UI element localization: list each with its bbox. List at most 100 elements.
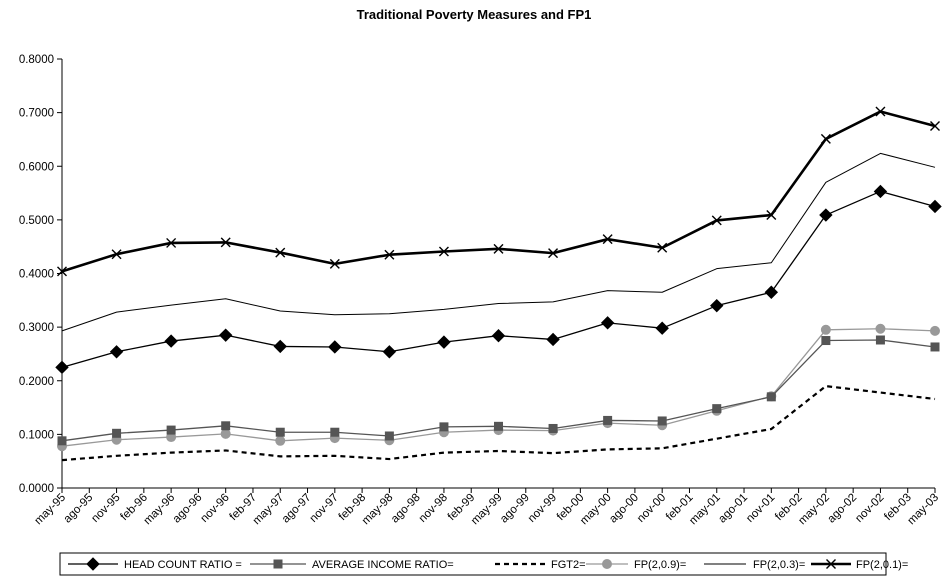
data-point — [712, 404, 722, 414]
x-tick-label: may-99 — [469, 492, 505, 528]
data-point — [275, 427, 285, 437]
x-tick-label: ago-95 — [62, 492, 96, 526]
x-tick-label: may-02 — [796, 492, 832, 528]
y-tick-label: 0.3000 — [19, 322, 54, 334]
data-point — [112, 428, 122, 438]
data-point — [928, 199, 942, 214]
x-tick-label: ago-97 — [280, 492, 314, 526]
x-tick-label: nov-99 — [526, 492, 559, 525]
data-point — [437, 335, 451, 349]
data-point — [766, 210, 777, 221]
data-point — [275, 435, 286, 446]
series-0 — [55, 184, 942, 375]
data-point — [439, 422, 449, 432]
data-point — [602, 234, 613, 245]
data-point — [930, 342, 940, 352]
x-tick-label: may-98 — [360, 492, 396, 528]
data-point — [384, 249, 395, 260]
legend-label: FP(2,0.3)= — [753, 559, 805, 571]
y-tick-label: 0.1000 — [19, 429, 54, 441]
y-tick-label: 0.4000 — [19, 269, 54, 281]
data-point — [166, 237, 177, 248]
legend-marker — [826, 559, 836, 569]
data-point — [491, 328, 506, 343]
data-point — [930, 121, 940, 132]
series-line-2 — [61, 385, 936, 462]
data-point — [820, 324, 831, 335]
x-tick-label: ago-99 — [498, 492, 532, 526]
series-3 — [57, 323, 940, 452]
series-4 — [61, 152, 936, 332]
legend-marker — [86, 557, 100, 571]
legend-item-0: HEAD COUNT RATIO = — [68, 557, 242, 571]
series-1 — [57, 335, 940, 446]
data-point — [273, 339, 287, 354]
data-point — [218, 328, 233, 342]
data-point — [657, 416, 667, 426]
y-tick-label: 0.0000 — [19, 483, 54, 495]
y-tick-label: 0.8000 — [19, 54, 54, 66]
data-point — [384, 431, 394, 441]
data-point — [109, 345, 124, 359]
x-tick-label: may-96 — [142, 492, 178, 528]
data-point — [873, 184, 888, 199]
y-tick-label: 0.5000 — [19, 215, 54, 227]
data-point — [220, 428, 231, 439]
legend-box — [59, 552, 887, 576]
data-point — [875, 106, 886, 117]
data-point — [875, 335, 885, 345]
x-tick-label: may-95 — [33, 492, 69, 528]
legend-label: FP(2,0.1)= — [856, 559, 908, 571]
data-point — [600, 316, 615, 330]
data-point — [548, 248, 559, 259]
x-tick-label: may-03 — [906, 492, 942, 528]
x-tick-label: nov-00 — [635, 492, 668, 525]
data-point — [55, 360, 69, 375]
data-point — [57, 436, 67, 446]
data-point — [275, 247, 286, 258]
x-tick-label: may-00 — [578, 492, 614, 528]
legend-item-1: AVERAGE INCOME RATIO= — [250, 559, 454, 571]
data-point — [166, 425, 176, 435]
legend-label: FGT2= — [551, 559, 586, 571]
data-point — [546, 332, 560, 347]
data-point — [493, 243, 504, 254]
data-point — [328, 340, 342, 354]
legend-label: HEAD COUNT RATIO = — [124, 559, 242, 571]
x-tick-label: nov-97 — [308, 492, 341, 525]
series-2 — [61, 385, 936, 462]
data-point — [766, 392, 776, 402]
data-point — [764, 285, 779, 299]
data-point — [438, 246, 449, 257]
x-tick-label: nov-01 — [744, 492, 777, 525]
x-tick-label: ago-96 — [171, 492, 205, 526]
data-point — [57, 266, 67, 277]
x-tick-label: may-97 — [251, 492, 287, 528]
x-tick-label: nov-98 — [417, 492, 450, 525]
x-tick-label: nov-96 — [198, 492, 231, 525]
data-point — [494, 421, 503, 431]
series-line-5 — [61, 110, 936, 273]
series-line-4 — [61, 152, 936, 332]
legend-marker — [273, 559, 283, 569]
data-point — [820, 133, 831, 144]
data-point — [220, 237, 231, 248]
legend-label: FP(2,0.9)= — [634, 559, 686, 571]
legend-item-4: FP(2,0.3)= — [704, 559, 805, 571]
data-point — [221, 421, 231, 431]
data-point — [164, 334, 178, 348]
x-tick-label: ago-01 — [716, 492, 750, 526]
data-point — [603, 415, 613, 425]
legend-item-2: FGT2= — [495, 559, 586, 571]
data-point — [875, 323, 886, 334]
data-point — [711, 215, 722, 226]
legend-label: AVERAGE INCOME RATIO= — [312, 559, 454, 571]
data-point — [111, 249, 122, 260]
legend-marker — [602, 559, 612, 569]
series-5 — [57, 106, 940, 277]
y-tick-label: 0.2000 — [19, 376, 54, 388]
x-tick-label: ago-02 — [825, 492, 859, 526]
x-tick-label: ago-98 — [389, 492, 423, 526]
